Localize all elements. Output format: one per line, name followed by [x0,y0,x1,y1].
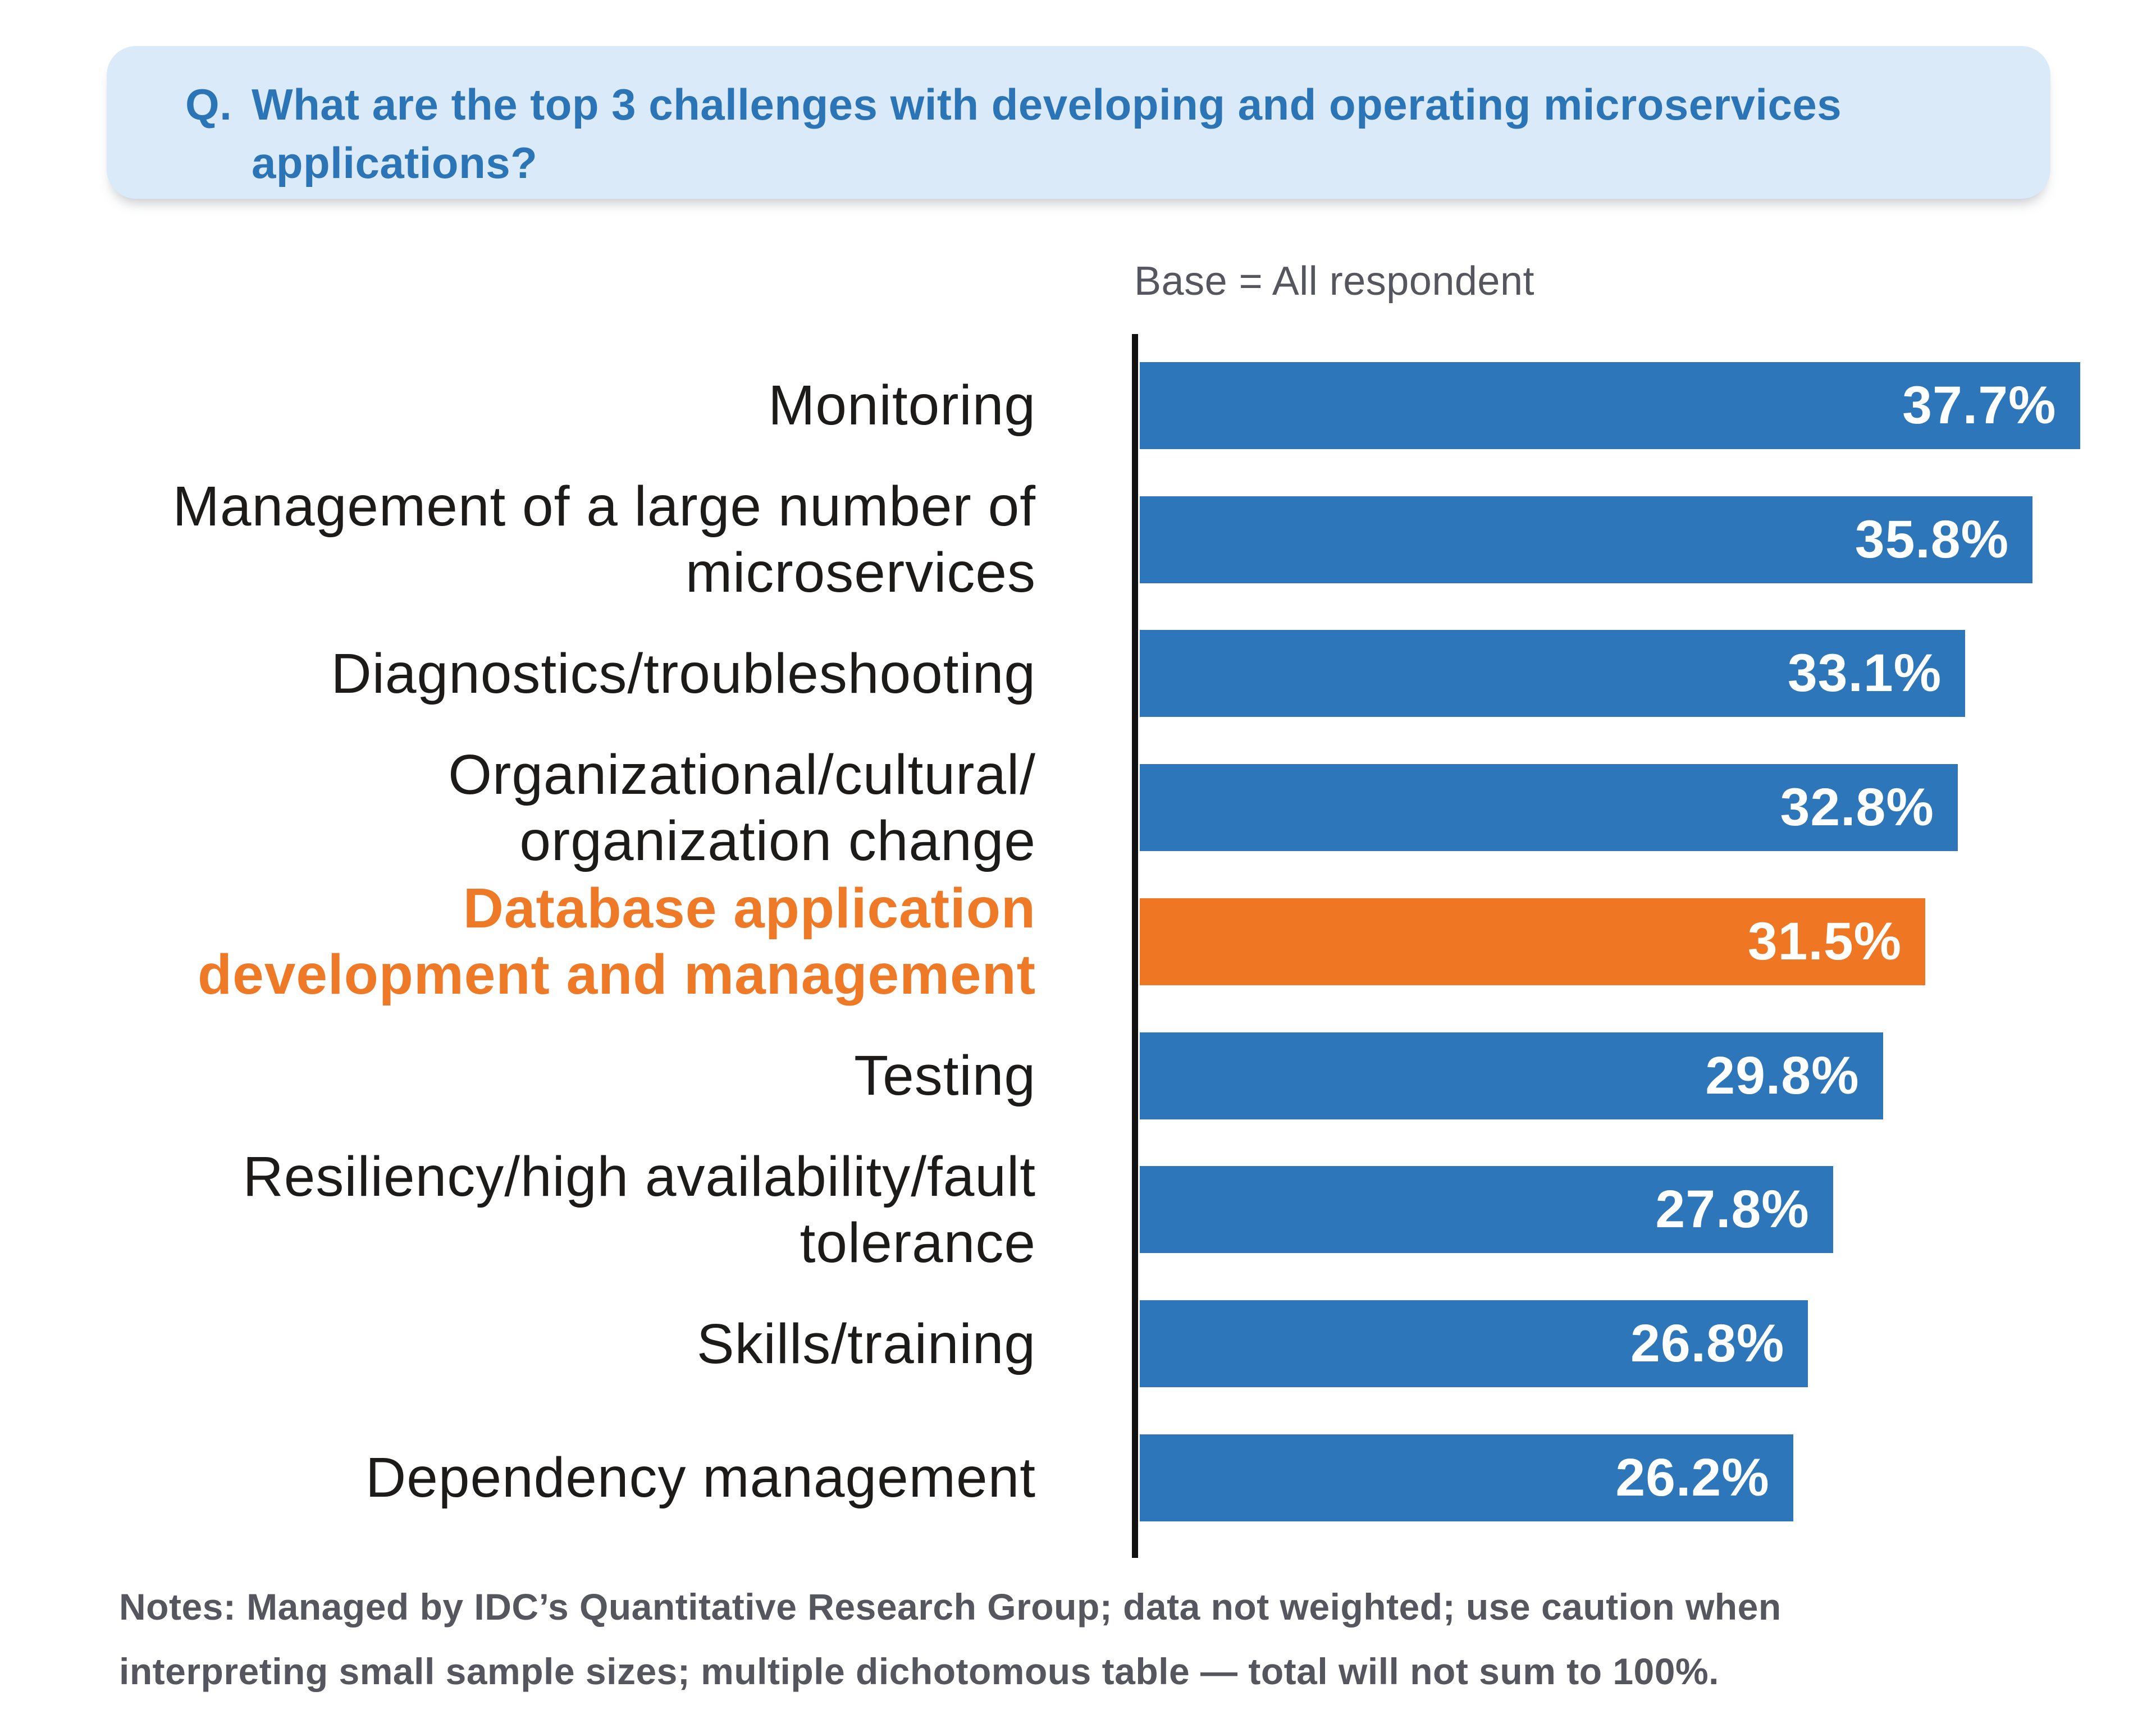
bar-chart: Monitoring 37.7% Management of a large n… [0,334,2156,1558]
bar: 29.8% [1140,1032,1883,1119]
value-label: 27.8% [1655,1180,1810,1240]
question-prefix-label: Q. [185,80,232,129]
chart-row: Monitoring 37.7% [0,339,2156,473]
category-label: Resiliency/high availability/fault toler… [243,1145,1036,1274]
bar-area: 33.1% [1140,630,2145,717]
value-label: 37.7% [1902,375,2057,435]
bar-area: 31.5% [1140,898,2145,985]
bar: 32.8% [1140,764,1958,852]
bar: 31.5% [1140,898,1926,985]
chart-row: Diagnostics/troubleshooting 33.1% [0,607,2156,741]
value-label: 26.2% [1615,1447,1770,1507]
value-label: 31.5% [1747,911,1902,971]
value-label: 33.1% [1787,643,1942,703]
bar-area: 26.8% [1140,1300,2145,1388]
bar: 35.8% [1140,496,2033,583]
bar: 27.8% [1140,1166,1833,1254]
chart-row: Organizational/cultural/ organization ch… [0,740,2156,875]
chart-row: Dependency management 26.2% [0,1411,2156,1545]
category-label: Database application development and man… [198,877,1036,1007]
chart-row: Management of a large number of microser… [0,473,2156,607]
category-label: Organizational/cultural/ organization ch… [448,743,1036,872]
chart-rows: Monitoring 37.7% Management of a large n… [0,339,2156,1545]
category-label: Dependency management [366,1446,1036,1510]
chart-row: Resiliency/high availability/fault toler… [0,1143,2156,1277]
question-bubble: Q. What are the top 3 challenges with de… [107,46,2050,199]
chart-row: Database application development and man… [0,875,2156,1009]
bar: 26.2% [1140,1434,1793,1521]
category-label: Management of a large number of microser… [172,475,1036,605]
bar: 26.8% [1140,1300,1808,1388]
bar-area: 35.8% [1140,496,2145,583]
bar-area: 37.7% [1140,362,2145,449]
chart-row: Skills/training 26.8% [0,1277,2156,1411]
value-label: 29.8% [1705,1045,1860,1105]
question-text: What are the top 3 challenges with devel… [252,80,1842,188]
bar-area: 29.8% [1140,1032,2145,1119]
bar: 37.7% [1140,362,2080,449]
bar-area: 27.8% [1140,1166,2145,1254]
bar-area: 32.8% [1140,764,2145,852]
category-label: Diagnostics/troubleshooting [331,642,1036,705]
bar: 33.1% [1140,630,1966,717]
category-label: Monitoring [768,374,1036,437]
value-label: 26.8% [1630,1314,1785,1374]
value-label: 32.8% [1780,778,1934,838]
footnote-text: Notes: Managed by IDC’s Quantitative Res… [119,1586,1782,1692]
y-axis-line [1132,334,1138,1558]
chart-row: Testing 29.8% [0,1009,2156,1143]
bar-area: 26.2% [1140,1434,2145,1521]
category-label: Testing [854,1044,1036,1108]
category-label: Skills/training [696,1312,1036,1375]
base-respondent-label: Base = All respondent [1134,259,1534,304]
value-label: 35.8% [1854,509,2009,569]
